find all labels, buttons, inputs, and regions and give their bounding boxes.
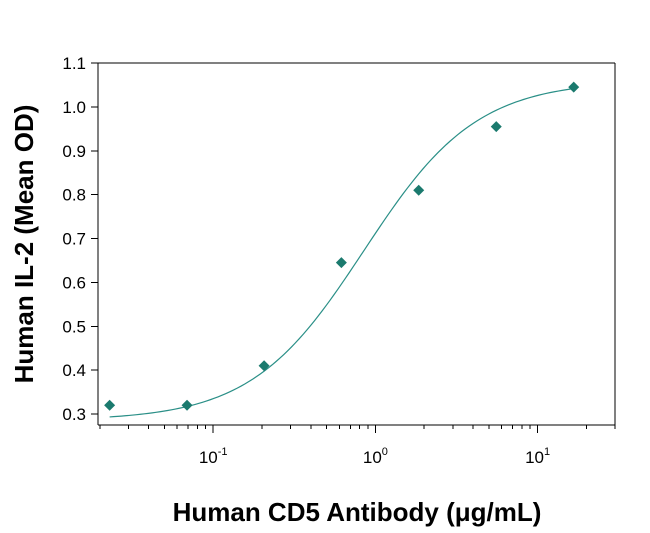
x-tick-exponent: -1	[218, 446, 228, 458]
data-point-diamond	[335, 257, 347, 269]
y-tick-label: 0.3	[62, 405, 86, 424]
data-point-diamond	[490, 121, 502, 133]
axes	[97, 62, 616, 426]
y-tick-label: 0.4	[62, 361, 86, 380]
x-axis-title: Human CD5 Antibody (μg/mL)	[173, 497, 542, 527]
x-tick-exponent: 0	[382, 446, 388, 458]
x-tick-exponent: 1	[544, 446, 550, 458]
y-tick-label: 0.5	[62, 317, 86, 336]
y-tick-label: 1.1	[62, 54, 86, 73]
y-tick-label: 0.7	[62, 230, 86, 249]
data-point-diamond	[104, 399, 116, 411]
y-tick-label: 0.6	[62, 273, 86, 292]
y-ticks: 0.3 0.4 0.5 0.6 0.7 0.8 0.9 1.0 1.1	[62, 54, 98, 424]
x-tick-base: 10	[199, 448, 218, 467]
fit-curve-layer	[109, 87, 574, 418]
data-point-diamond	[568, 81, 580, 93]
data-points	[104, 81, 580, 411]
data-point-diamond	[258, 360, 270, 372]
fit-curve	[109, 87, 574, 418]
data-point-diamond	[181, 399, 193, 411]
y-tick-label: 1.0	[62, 98, 86, 117]
y-tick-label: 0.9	[62, 142, 86, 161]
x-ticks: 10-1 100 101	[99, 425, 616, 467]
x-tick-label: 101	[525, 446, 550, 467]
y-tick-label: 0.8	[62, 186, 86, 205]
data-point-diamond	[413, 184, 425, 196]
x-tick-label: 10-1	[199, 446, 228, 467]
x-tick-base: 10	[363, 448, 382, 467]
y-axis-title: Human IL-2 (Mean OD)	[9, 105, 39, 384]
x-tick-base: 10	[525, 448, 544, 467]
x-tick-label: 100	[363, 446, 388, 467]
